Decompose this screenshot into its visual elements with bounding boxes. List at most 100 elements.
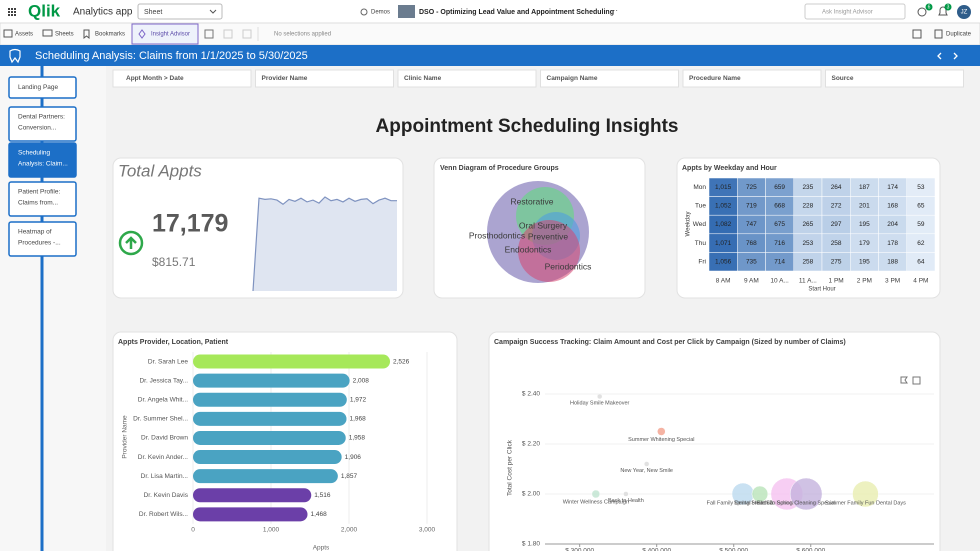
nav-item[interactable] (8, 181, 77, 217)
y-tick-label: $ 1.80 (522, 541, 540, 548)
filter-pane[interactable] (825, 69, 964, 88)
y-axis-label: Total Cost per Click (507, 439, 514, 496)
x-tick-label: $ 500,000 (719, 548, 748, 551)
venn-label: Endodontics (505, 244, 552, 254)
venn-labels: Restorative Oral SurgeryPreventiveProstho… (469, 196, 592, 271)
bar-value-label: 1,968 (350, 416, 367, 423)
heat-cell[interactable] (906, 252, 936, 272)
bubble[interactable] (657, 427, 666, 436)
assets-icon (3, 29, 13, 38)
bar[interactable] (193, 373, 350, 388)
bubble-label: Summer Family Fun Dental Days (825, 500, 906, 506)
nav-item[interactable] (8, 76, 77, 99)
help-icon[interactable] (917, 7, 927, 17)
alert-badge: 3 (947, 4, 950, 10)
nav-item-label: Claims from... (18, 200, 58, 207)
prev-sheet[interactable] (937, 52, 942, 60)
scatter-card[interactable] (488, 331, 941, 551)
bar-value-label: 1,857 (341, 473, 358, 480)
heat-cell-label: 1,056 (715, 258, 732, 265)
y-axis-label: Provider Name (122, 415, 129, 459)
bubble[interactable] (591, 489, 601, 499)
search-placeholder: Ask Insight Advisor (822, 10, 873, 16)
y-tick-label: Dr. Robert Wils... (139, 511, 188, 518)
chart-menu-icon[interactable] (900, 376, 908, 384)
filter-label: Procedure Name (689, 75, 741, 82)
help-badge-bg (925, 3, 933, 11)
row-label: Wed (693, 221, 707, 228)
bar[interactable] (193, 392, 347, 407)
y-tick-label: $ 2.00 (522, 491, 540, 498)
heat-cell-label: 168 (887, 203, 898, 210)
heat-cell-label: 1,052 (715, 203, 732, 210)
bar-value-label: 1,958 (349, 435, 366, 442)
heat-cell-label: 747 (746, 221, 757, 228)
row-label: Thu (695, 240, 707, 247)
heat-cell-label: 768 (746, 240, 757, 247)
grid-toggle[interactable] (912, 29, 922, 39)
bubble[interactable] (789, 477, 823, 511)
bar[interactable] (193, 450, 342, 465)
nav-list: Landing Page Dental Partners: Conversion..… (8, 76, 77, 257)
selection-tool[interactable] (204, 29, 214, 39)
bubble[interactable] (751, 485, 769, 503)
bubble[interactable] (643, 461, 650, 467)
bar[interactable] (193, 430, 346, 445)
sheets-button[interactable]: Sheets (55, 32, 74, 38)
assets-button[interactable]: Assets (15, 32, 33, 38)
sheet-dropdown[interactable] (137, 3, 223, 20)
filter-pane[interactable] (255, 69, 394, 88)
bar[interactable] (193, 354, 391, 369)
user-avatar[interactable] (957, 5, 971, 19)
nav-item[interactable] (8, 106, 77, 142)
y-tick-label: Dr. Jessica Tay... (139, 377, 188, 384)
bubble[interactable] (623, 491, 629, 497)
heat-cell-label: 188 (887, 258, 898, 265)
heat-cell-label: 258 (802, 258, 813, 265)
menu-icon[interactable] (8, 8, 16, 16)
heat-cell-label: 187 (859, 184, 870, 191)
x-tick-label: 1,000 (263, 527, 280, 534)
space-icon (360, 8, 368, 16)
x-tick-label: 8 AM (716, 278, 731, 285)
bubble[interactable] (596, 393, 603, 400)
nav-item[interactable] (8, 221, 77, 257)
next-sheet[interactable] (953, 52, 958, 60)
y-axis-label: Weekday (686, 212, 692, 237)
bar[interactable] (193, 488, 312, 503)
bubble-label: Fall Family Dental Health Day (707, 500, 780, 506)
x-axis-label: Start Hour (808, 287, 835, 293)
chart-export-icon[interactable] (912, 376, 921, 385)
heat-cell-label: 265 (802, 221, 813, 228)
filter-pane[interactable] (540, 69, 679, 88)
bar[interactable] (193, 411, 347, 426)
logo: Qlik (28, 1, 61, 20)
heat-cell-label: 297 (831, 221, 842, 228)
bubble[interactable] (852, 480, 879, 508)
heat-cell-label: 204 (887, 221, 898, 228)
insight-tab[interactable] (131, 23, 199, 45)
more-menu[interactable]: ··· (610, 6, 618, 15)
venn-label: Oral Surgery (519, 220, 568, 230)
bar[interactable] (193, 507, 308, 522)
filter-pane[interactable] (112, 69, 252, 88)
y-tick-label: Dr. Lisa Martin... (141, 473, 189, 480)
heat-cell-label: 659 (774, 184, 785, 191)
alert-icon[interactable] (938, 6, 948, 16)
duplicate-button[interactable]: Duplicate (946, 32, 972, 38)
bubble-label: Holiday Smile Makeover (570, 400, 629, 406)
search-box[interactable] (804, 3, 906, 20)
sheet-header (0, 45, 980, 66)
bookmarks-button[interactable]: Bookmarks (95, 32, 125, 38)
bookmarks-icon (83, 29, 90, 40)
bar-value-label: 1,468 (311, 511, 328, 518)
filter-pane[interactable] (682, 69, 822, 88)
y-tick-label: Dr. Angela Whit... (138, 396, 188, 403)
bar-value-label: 1,516 (314, 492, 331, 499)
filter-pane[interactable] (397, 69, 537, 88)
nav-item[interactable] (8, 142, 77, 178)
bar-value-label: 1,972 (350, 396, 367, 403)
bar[interactable] (193, 469, 338, 484)
